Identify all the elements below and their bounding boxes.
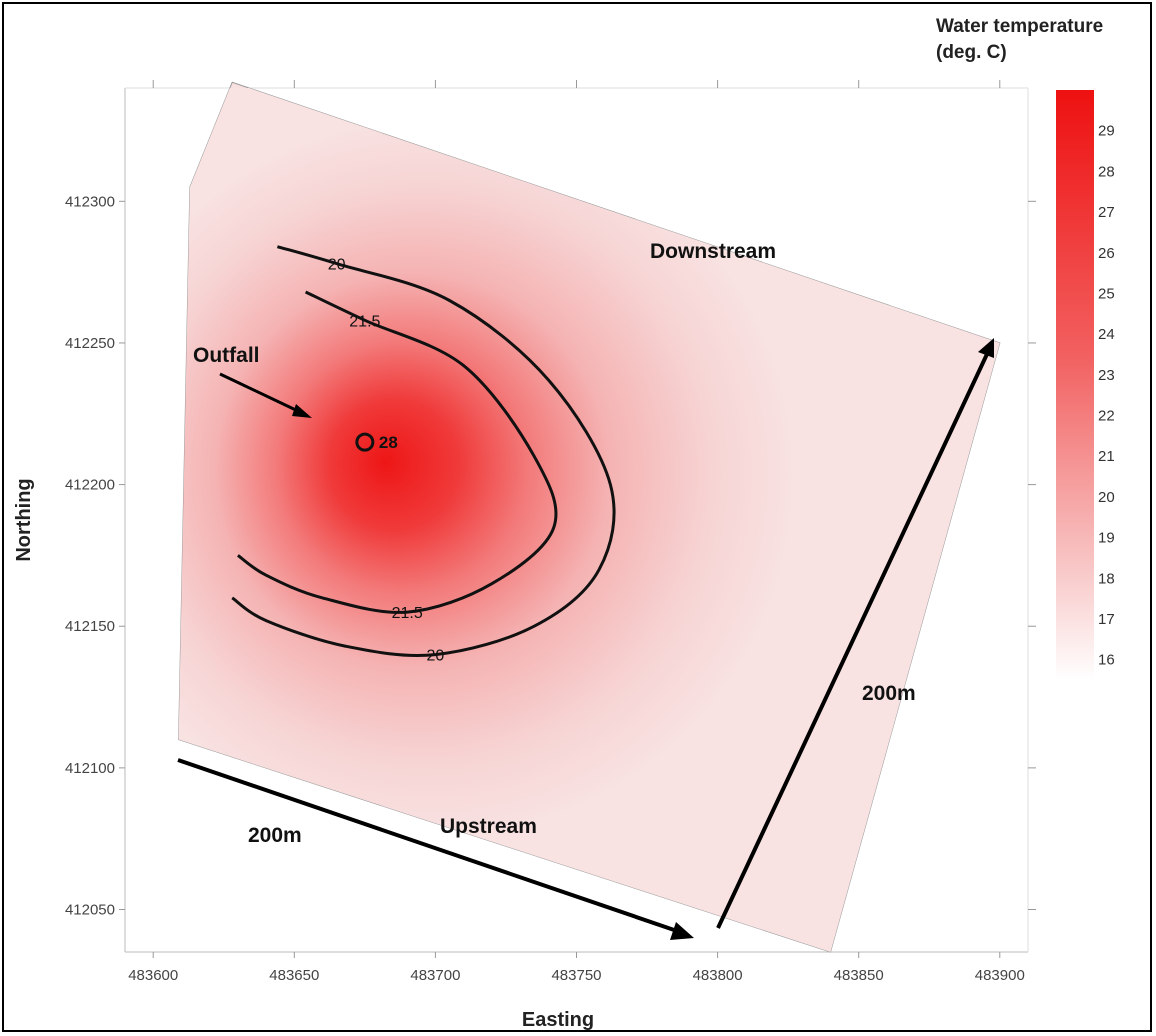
legend-tick-label: 17 [1098, 611, 1115, 628]
contour-lines: 20 20 21.5 21.5 [231, 245, 616, 665]
downstream-label: Downstream [650, 240, 776, 263]
outfall-value-label: 28 [379, 433, 398, 452]
x-axis-title: Easting [522, 1009, 594, 1031]
outfall-label: Outfall [193, 344, 260, 367]
legend-tick-label: 21 [1098, 448, 1115, 465]
legend-tick-label: 29 [1098, 123, 1115, 140]
scale-bar-right [716, 351, 990, 929]
y-tick-label: 412100 [65, 760, 115, 777]
legend-tick-label: 24 [1098, 326, 1115, 343]
legend-tick-label: 16 [1098, 652, 1115, 669]
color-legend: Water temperature (deg. C) 2928272625242… [936, 16, 1115, 680]
contour-label: 21.5 [392, 605, 423, 622]
legend-tick-label: 19 [1098, 530, 1115, 547]
legend-ticks: 29 28 27 26 25 24 23 22 21 20 19 18 17 16 [1098, 123, 1115, 669]
scale-label-right: 200m [862, 682, 916, 705]
legend-tick-label: 27 [1098, 204, 1115, 221]
x-tick-label: 483600 [128, 967, 178, 984]
contour-label: 20 [328, 257, 346, 274]
legend-tick-label: 18 [1098, 570, 1115, 587]
legend-tick-label: 26 [1098, 245, 1115, 262]
x-tick-label: 483650 [269, 967, 319, 984]
y-tick-label: 412150 [65, 618, 115, 635]
contour-line-20 [231, 245, 616, 658]
y-tick-label: 412050 [65, 902, 115, 919]
scale-bar-bottom-arrowhead [670, 922, 694, 940]
y-tick-label: 412200 [65, 477, 115, 494]
scale-label-bottom: 200m [248, 824, 302, 847]
outfall-point [355, 432, 375, 452]
legend-tick-label: 23 [1098, 367, 1115, 384]
legend-tick-label: 28 [1098, 163, 1115, 180]
x-tick-label: 483900 [975, 967, 1025, 984]
contour-label: 21.5 [349, 313, 380, 330]
x-tick-label: 483750 [551, 967, 601, 984]
outfall-arrowhead [292, 404, 312, 418]
temperature-field [178, 81, 1001, 953]
y-axis-title: Northing [13, 478, 35, 561]
scale-bar-right-arrowhead [978, 338, 994, 358]
x-tick-label: 483850 [834, 967, 884, 984]
contour-line-21-5 [237, 290, 558, 614]
outfall-arrow [219, 372, 301, 414]
legend-title-line1: Water temperature [936, 16, 1103, 37]
y-tick-label: 412250 [65, 335, 115, 352]
legend-tick-label: 22 [1098, 408, 1115, 425]
legend-tick-label: 20 [1098, 489, 1115, 506]
scale-bar-bottom [177, 758, 681, 934]
upstream-label: Upstream [440, 815, 537, 838]
contour-label: 20 [427, 648, 445, 665]
y-axis-ticks: 412050 412100 412150 412200 412250 412300 [65, 193, 1036, 919]
legend-color-bar [1056, 90, 1094, 680]
outfall-marker: 28 [355, 432, 398, 452]
legend-tick-label: 25 [1098, 285, 1115, 302]
legend-title-line2: (deg. C) [936, 42, 1007, 63]
x-axis-ticks: 483600 483650 483700 483750 483800 483850 4839… [128, 80, 1025, 984]
x-tick-label: 483800 [693, 967, 743, 984]
y-tick-label: 412300 [65, 193, 115, 210]
x-tick-label: 483700 [410, 967, 460, 984]
